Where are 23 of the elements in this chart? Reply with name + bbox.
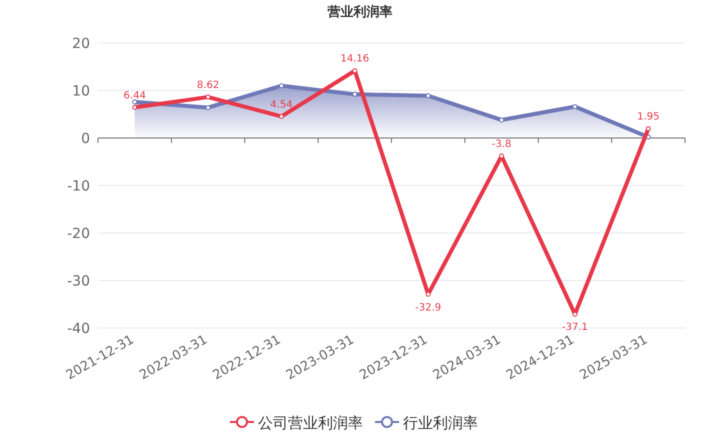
data-label: -3.8 xyxy=(492,139,512,150)
data-label: 8.62 xyxy=(196,80,220,92)
y-tick-label: -40 xyxy=(67,321,90,337)
y-tick-label: 20 xyxy=(72,36,90,52)
data-label: 6.44 xyxy=(124,90,146,102)
y-tick-label: -10 xyxy=(67,178,90,194)
y-tick-label: 10 xyxy=(72,84,90,100)
legend-label: 公司营业利润率 xyxy=(258,414,363,432)
data-label: -37.1 xyxy=(562,322,588,334)
y-tick-label: -30 xyxy=(67,274,90,290)
y-tick-label: -20 xyxy=(67,226,90,242)
公司营业利润率: 6.44 8.62 4.54 14.16 -32.9 -3.8 -37.1 1.95 xyxy=(124,54,660,334)
data-label: 14.16 xyxy=(340,54,370,65)
y-tick-label: 0 xyxy=(81,131,90,147)
legend-label: 行业利润率 xyxy=(403,414,478,432)
data-label: -32.9 xyxy=(415,302,442,314)
point xyxy=(646,126,651,132)
data-label: 1.95 xyxy=(637,112,660,123)
chart-title: 营业利润率 xyxy=(326,4,392,20)
point xyxy=(206,94,211,100)
point xyxy=(278,83,284,88)
point xyxy=(278,114,284,119)
data-label: 4.54 xyxy=(270,99,293,110)
